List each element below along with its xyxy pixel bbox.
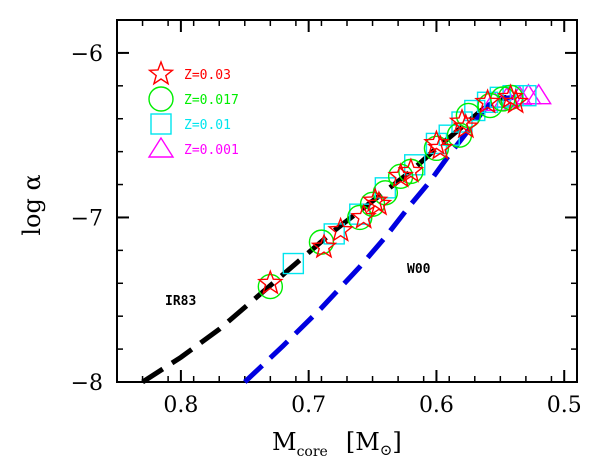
x-tick-label: 0.5 [547,393,582,418]
data-point-star [327,216,354,242]
curve-label-ir83: IR83 [165,294,196,309]
legend-label: Z=0.03 [184,68,231,83]
legend-marker-triangle [147,136,175,158]
curve-w00 [243,94,514,384]
y-tick-label: −8 [71,371,103,396]
data-point-square [451,111,473,133]
data-point-star [365,190,393,216]
x-tick-label: 0.8 [163,393,198,418]
legend-label: Z=0.017 [184,93,239,108]
legend-marker-circle [148,86,174,112]
data-point-star [497,83,524,109]
y-axis-label: log α [18,174,46,235]
data-point-star [452,112,480,139]
curve-label-w00: W00 [407,262,431,277]
data-point-star [474,88,501,114]
curves-layer [141,94,514,385]
x-tick-label: 0.6 [419,393,454,418]
data-point-circle [347,204,373,231]
data-point-square [282,252,305,275]
data-point-star [256,269,284,295]
data-point-triangle [525,83,552,105]
data-point-star [397,157,425,183]
points-layer [256,83,552,300]
legend-label: Z=0.01 [184,118,231,133]
y-tick-label: −6 [71,42,103,67]
data-point-star [426,134,454,160]
legend-marker-star [147,60,175,86]
x-axis-label: Mcore [M⊙] [272,428,402,460]
data-point-circle [257,273,284,300]
legend: Z=0.03 Z=0.017 Z=0.01 Z=0.001 [147,60,239,158]
data-point-star [448,108,476,134]
data-point-star [361,187,389,213]
data-point-star [387,162,414,188]
ticks-layer: 0.8 0.7 0.6 0.5 −8 −7 −6 [71,20,582,418]
data-point-star [502,88,530,114]
data-point-square [515,84,537,107]
data-point-circle [423,135,450,162]
legend-marker-square [150,113,172,135]
data-point-star [423,129,450,155]
data-point-square [464,99,486,122]
y-tick-label: −7 [71,206,103,231]
legend-label: Z=0.001 [184,143,239,158]
data-point-star [310,233,338,259]
x-tick-label: 0.7 [291,393,326,418]
